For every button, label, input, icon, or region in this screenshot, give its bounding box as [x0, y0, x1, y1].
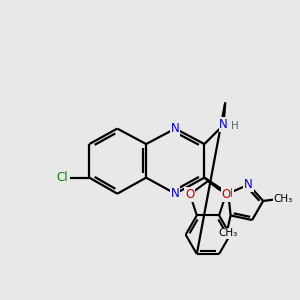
Text: N: N: [219, 118, 228, 131]
Text: O: O: [185, 188, 194, 201]
Text: Cl: Cl: [57, 171, 68, 184]
Text: O: O: [221, 188, 231, 201]
Text: N: N: [224, 187, 233, 200]
Text: CH₃: CH₃: [218, 228, 237, 238]
Text: CH₃: CH₃: [273, 194, 293, 205]
Text: N: N: [171, 187, 180, 200]
Text: N: N: [244, 178, 253, 191]
Text: N: N: [171, 122, 180, 135]
Text: H: H: [231, 121, 239, 131]
